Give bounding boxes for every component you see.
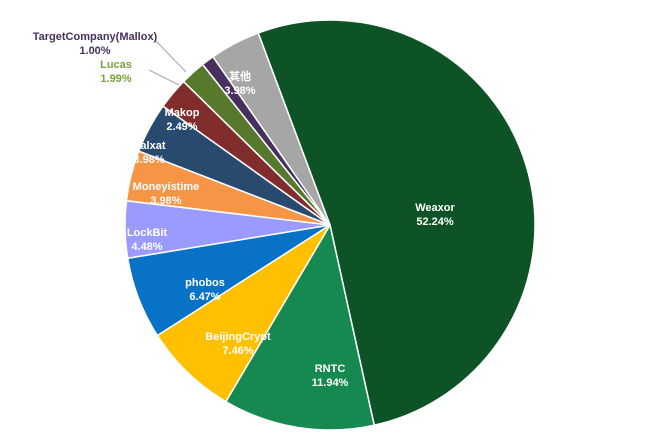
pie-slice-2 bbox=[156, 224, 331, 403]
slice-label-0: Weaxor 52.24% bbox=[415, 202, 455, 228]
slice-name-9: TargetCompany(Mallox) bbox=[33, 31, 158, 43]
slice-label-3: phobos 6.47% bbox=[185, 277, 225, 303]
slice-name-8: Lucas bbox=[100, 59, 132, 71]
slice-name-10: 其他 bbox=[229, 69, 251, 83]
slice-label-8: Lucas 1.99% bbox=[100, 59, 132, 85]
slice-percent-9: 1.00% bbox=[79, 45, 110, 57]
leader-lines bbox=[148, 39, 187, 86]
slice-label-4: LockBit 4.48% bbox=[127, 227, 168, 253]
slice-percent-1: 11.94% bbox=[312, 377, 349, 389]
slice-name-4: LockBit bbox=[127, 227, 168, 239]
leader-line-8 bbox=[148, 69, 180, 86]
slice-percent-2: 7.46% bbox=[222, 345, 253, 357]
slice-percent-10: 3.98% bbox=[224, 85, 255, 97]
slice-name-3: phobos bbox=[185, 277, 225, 289]
slice-label-2: BeijingCrypt 7.46% bbox=[205, 331, 271, 357]
slice-label-9: TargetCompany(Mallox) 1.00% bbox=[33, 31, 158, 57]
slice-percent-0: 52.24% bbox=[416, 216, 454, 228]
slice-name-5: Moneyistime bbox=[133, 181, 200, 193]
slice-percent-7: 2.49% bbox=[166, 121, 197, 133]
slice-percent-4: 4.48% bbox=[131, 241, 162, 253]
pie-slices bbox=[124, 19, 536, 431]
pie-slice-0 bbox=[257, 19, 536, 427]
slice-name-7: Makop bbox=[165, 107, 200, 119]
slice-name-2: BeijingCrypt bbox=[205, 331, 271, 343]
slice-label-1: RNTC 11.94% bbox=[312, 363, 349, 389]
slice-label-5: Moneyistime 3.98% bbox=[133, 181, 200, 207]
slice-percent-5: 3.98% bbox=[150, 195, 181, 207]
pie-slice-1 bbox=[224, 222, 376, 431]
slice-name-6: Kalxat bbox=[132, 140, 165, 152]
slice-name-1: RNTC bbox=[315, 363, 346, 375]
slice-labels: Weaxor 52.24% RNTC 11.94% BeijingCrypt 7.46% p… bbox=[33, 31, 456, 389]
slice-label-10: 其他 3.98% bbox=[224, 69, 255, 97]
slice-label-7: Makop 2.49% bbox=[165, 107, 200, 133]
pie-slice-10 bbox=[211, 32, 331, 226]
leader-line-9 bbox=[154, 39, 187, 73]
slice-label-6: Kalxat 3.98% bbox=[132, 140, 165, 166]
slice-percent-3: 6.47% bbox=[189, 291, 220, 303]
slice-percent-6: 3.98% bbox=[133, 154, 164, 166]
slice-name-0: Weaxor bbox=[415, 202, 455, 214]
slice-percent-8: 1.99% bbox=[100, 73, 131, 85]
